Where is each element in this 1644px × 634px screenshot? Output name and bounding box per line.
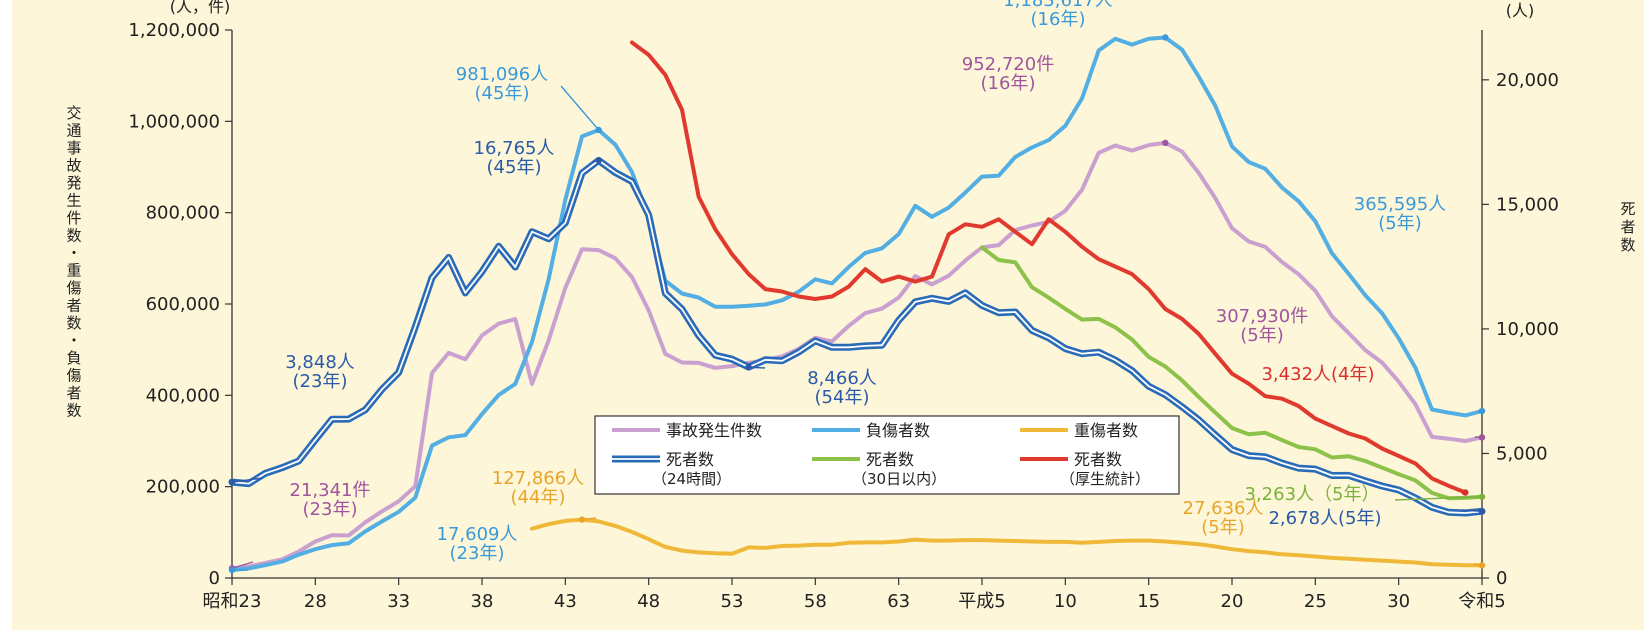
annotation-label: (5年) <box>1378 213 1422 234</box>
legend-label: 負傷者数 <box>866 421 930 440</box>
x-tick-label: 昭和23 <box>203 591 262 612</box>
annotation-point <box>595 157 601 163</box>
left-tick-label: 1,200,000 <box>128 20 220 41</box>
right-tick-label: 20,000 <box>1496 70 1559 91</box>
annotation-label: (44年) <box>511 487 566 508</box>
annotation-point <box>1462 489 1468 495</box>
annotation-label: 3,263人（5年） <box>1245 484 1380 505</box>
x-tick-label: 20 <box>1221 591 1244 612</box>
x-tick-label: 33 <box>387 591 410 612</box>
annotation-label: 981,096人 <box>456 64 548 85</box>
annotation-label: 27,636人 <box>1183 498 1264 519</box>
annotation-point <box>1479 508 1485 514</box>
annotation-label: 21,341件 <box>290 480 371 501</box>
legend: 事故発生件数負傷者数重傷者数死者数（24時間）死者数（30日以内）死者数（厚生統… <box>595 416 1179 494</box>
legend-label: 事故発生件数 <box>666 421 762 440</box>
annotation-label: 307,930件 <box>1216 306 1308 327</box>
annotation-label: 3,432人(4年) <box>1261 364 1374 385</box>
right-tick-label: 0 <box>1496 568 1507 589</box>
annotation-point <box>1479 408 1485 414</box>
x-tick-label: 58 <box>804 591 827 612</box>
annotation-label: 3,848人 <box>285 352 355 373</box>
annotation-label: 127,866人 <box>492 468 584 489</box>
right-tick-label: 5,000 <box>1496 443 1548 464</box>
annotation-label: (54年) <box>815 387 870 408</box>
annotation-label: (5年) <box>1240 325 1284 346</box>
legend-sublabel: （24時間） <box>652 470 731 488</box>
annotation-point <box>1479 494 1485 500</box>
left-tick-label: 600,000 <box>146 294 220 315</box>
right-axis-unit: (人) <box>1506 1 1535 20</box>
right-tick-label: 15,000 <box>1496 194 1559 215</box>
legend-label: 死者数 <box>1074 450 1122 469</box>
legend-label: 重傷者数 <box>1074 421 1138 440</box>
chart-background <box>12 0 1644 630</box>
left-tick-label: 400,000 <box>146 385 220 406</box>
x-tick-label: 30 <box>1387 591 1410 612</box>
annotation-point <box>1479 434 1485 440</box>
annotation-point <box>1162 140 1168 146</box>
x-tick-label: 38 <box>471 591 494 612</box>
annotation-label: 16,765人 <box>474 138 555 159</box>
right-axis-label: 死者数 <box>1620 200 1635 254</box>
annotation-label: (23年) <box>293 371 348 392</box>
annotation-label: 2,678人(5年) <box>1268 508 1381 529</box>
annotation-label: (5年) <box>1201 517 1245 538</box>
x-tick-label: 平成5 <box>958 591 1005 612</box>
x-tick-label: 15 <box>1137 591 1160 612</box>
legend-sublabel: （厚生統計） <box>1060 470 1150 488</box>
left-tick-label: 0 <box>209 568 220 589</box>
annotation-point <box>1479 562 1485 568</box>
annotation-label: 365,595人 <box>1354 194 1446 215</box>
x-tick-label: 63 <box>887 591 910 612</box>
x-tick-label: 53 <box>721 591 744 612</box>
x-tick-label: 48 <box>637 591 660 612</box>
annotation-point <box>595 127 601 133</box>
x-tick-label: 28 <box>304 591 327 612</box>
annotation-label: (23年) <box>450 543 505 564</box>
right-tick-label: 10,000 <box>1496 319 1559 340</box>
annotation-label: 17,609人 <box>437 524 518 545</box>
legend-sublabel: （30日以内） <box>852 470 946 488</box>
annotation-label: (23年) <box>303 499 358 520</box>
annotation-label: (16年) <box>1031 9 1086 30</box>
annotation-label: (45年) <box>487 157 542 178</box>
annotation-point <box>579 516 585 522</box>
annotation-point <box>1162 34 1168 40</box>
left-tick-label: 200,000 <box>146 477 220 498</box>
annotation-label: (45年) <box>475 83 530 104</box>
annotation-point <box>229 567 235 573</box>
annotation-point <box>229 479 235 485</box>
x-tick-label: 令和5 <box>1458 591 1505 612</box>
x-tick-label: 43 <box>554 591 577 612</box>
left-tick-label: 1,000,000 <box>128 111 220 132</box>
x-tick-label: 25 <box>1304 591 1327 612</box>
annotation-label: 8,466人 <box>807 368 877 389</box>
left-axis-unit: (人，件) <box>170 0 231 16</box>
left-tick-label: 800,000 <box>146 203 220 224</box>
annotation-label: 952,720件 <box>962 54 1054 75</box>
legend-label: 死者数 <box>666 450 714 469</box>
legend-label: 死者数 <box>866 450 914 469</box>
annotation-point <box>745 364 751 370</box>
left-axis-label: 交通事故発生件数・重傷者数・負傷者数 <box>66 104 81 420</box>
annotation-label: (16年) <box>981 73 1036 94</box>
x-tick-label: 10 <box>1054 591 1077 612</box>
